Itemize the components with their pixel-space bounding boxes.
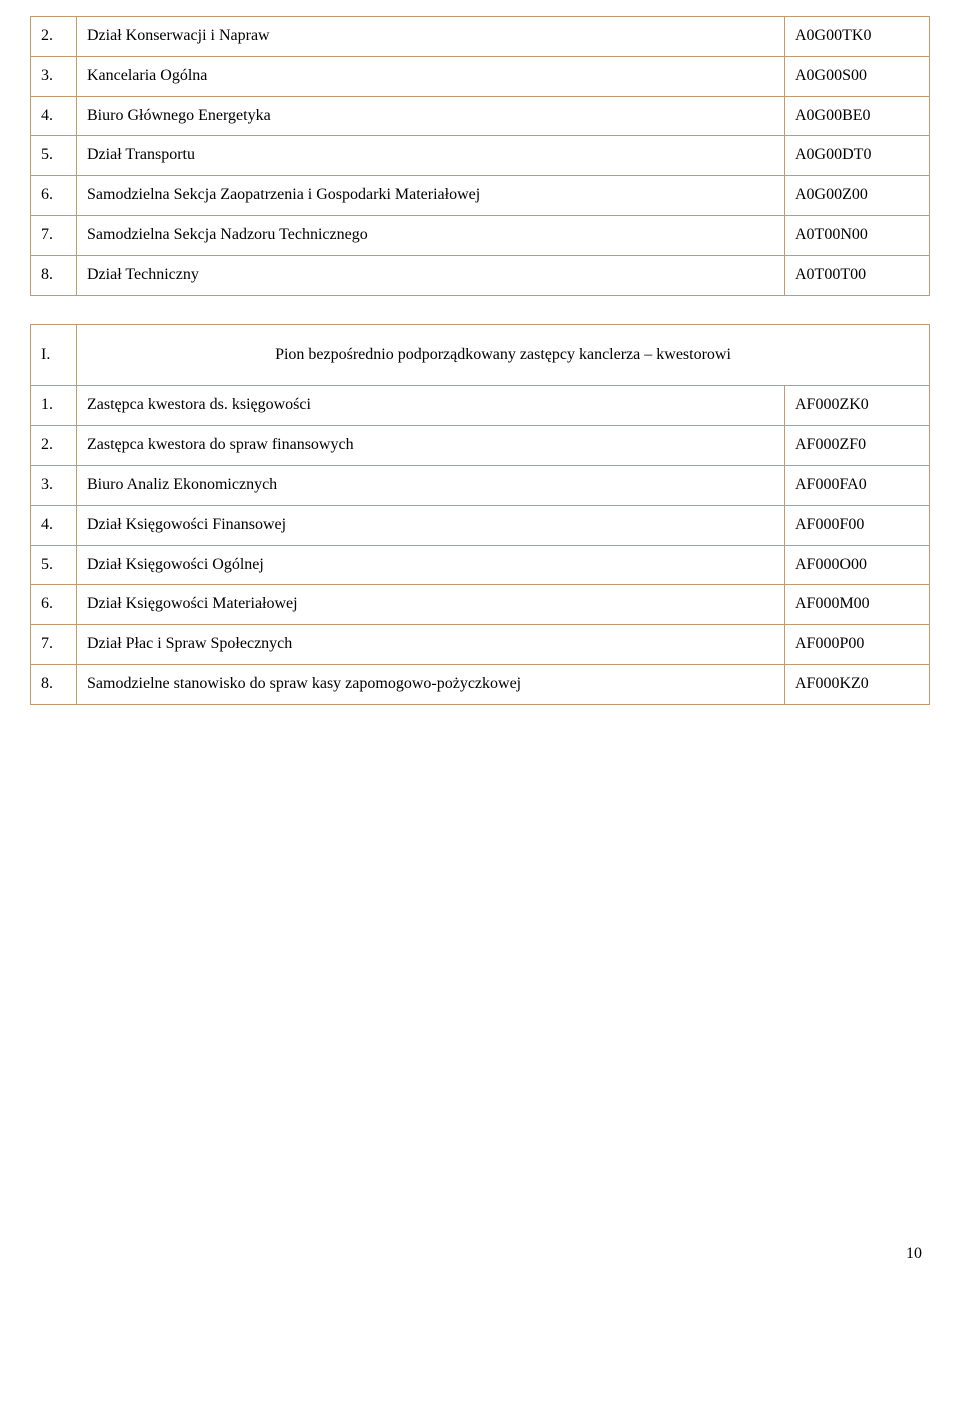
row-label: Dział Księgowości Materiałowej	[77, 585, 785, 625]
table-row: 5. Dział Transportu A0G00DT0	[31, 136, 930, 176]
row-number: 3.	[31, 465, 77, 505]
row-code: AF000ZK0	[785, 386, 930, 426]
row-code: A0G00S00	[785, 56, 930, 96]
table-row: 1. Zastępca kwestora ds. księgowości AF0…	[31, 386, 930, 426]
page-number: 10	[30, 1245, 930, 1263]
table-1: 2. Dział Konserwacji i Napraw A0G00TK0 3…	[30, 16, 930, 296]
row-code: AF000KZ0	[785, 664, 930, 704]
row-code: AF000O00	[785, 545, 930, 585]
section-number: I.	[31, 324, 77, 386]
row-label: Zastępca kwestora do spraw finansowych	[77, 426, 785, 466]
table-row: 7. Samodzielna Sekcja Nadzoru Techniczne…	[31, 215, 930, 255]
section-header-row: I. Pion bezpośrednio podporządkowany zas…	[31, 324, 930, 386]
row-number: 2.	[31, 426, 77, 466]
row-label: Dział Konserwacji i Napraw	[77, 17, 785, 57]
table-row: 5. Dział Księgowości Ogólnej AF000O00	[31, 545, 930, 585]
row-label: Samodzielna Sekcja Zaopatrzenia i Gospod…	[77, 176, 785, 216]
section-title: Pion bezpośrednio podporządkowany zastęp…	[77, 324, 930, 386]
row-label: Dział Transportu	[77, 136, 785, 176]
row-label: Dział Księgowości Ogólnej	[77, 545, 785, 585]
table-2: I. Pion bezpośrednio podporządkowany zas…	[30, 324, 930, 705]
row-number: 1.	[31, 386, 77, 426]
table-row: 2. Dział Konserwacji i Napraw A0G00TK0	[31, 17, 930, 57]
table-row: 2. Zastępca kwestora do spraw finansowyc…	[31, 426, 930, 466]
row-code: A0T00N00	[785, 215, 930, 255]
table-row: 6. Dział Księgowości Materiałowej AF000M…	[31, 585, 930, 625]
table-row: 3. Biuro Analiz Ekonomicznych AF000FA0	[31, 465, 930, 505]
row-label: Samodzielne stanowisko do spraw kasy zap…	[77, 664, 785, 704]
row-code: AF000M00	[785, 585, 930, 625]
row-code: AF000F00	[785, 505, 930, 545]
row-label: Dział Techniczny	[77, 255, 785, 295]
row-number: 8.	[31, 664, 77, 704]
row-code: AF000P00	[785, 625, 930, 665]
row-label: Biuro Analiz Ekonomicznych	[77, 465, 785, 505]
row-number: 2.	[31, 17, 77, 57]
row-label: Kancelaria Ogólna	[77, 56, 785, 96]
row-number: 8.	[31, 255, 77, 295]
table-row: 8. Dział Techniczny A0T00T00	[31, 255, 930, 295]
row-code: AF000ZF0	[785, 426, 930, 466]
row-number: 5.	[31, 545, 77, 585]
row-number: 5.	[31, 136, 77, 176]
row-code: A0G00BE0	[785, 96, 930, 136]
row-number: 4.	[31, 96, 77, 136]
row-number: 7.	[31, 215, 77, 255]
row-code: A0T00T00	[785, 255, 930, 295]
row-label: Biuro Głównego Energetyka	[77, 96, 785, 136]
row-number: 4.	[31, 505, 77, 545]
row-number: 6.	[31, 585, 77, 625]
table-row: 7. Dział Płac i Spraw Społecznych AF000P…	[31, 625, 930, 665]
row-code: A0G00TK0	[785, 17, 930, 57]
table-row: 8. Samodzielne stanowisko do spraw kasy …	[31, 664, 930, 704]
row-number: 6.	[31, 176, 77, 216]
row-code: AF000FA0	[785, 465, 930, 505]
table-row: 4. Dział Księgowości Finansowej AF000F00	[31, 505, 930, 545]
row-label: Zastępca kwestora ds. księgowości	[77, 386, 785, 426]
table-row: 3. Kancelaria Ogólna A0G00S00	[31, 56, 930, 96]
row-label: Samodzielna Sekcja Nadzoru Technicznego	[77, 215, 785, 255]
row-code: A0G00Z00	[785, 176, 930, 216]
table-row: 4. Biuro Głównego Energetyka A0G00BE0	[31, 96, 930, 136]
row-number: 3.	[31, 56, 77, 96]
row-label: Dział Księgowości Finansowej	[77, 505, 785, 545]
row-code: A0G00DT0	[785, 136, 930, 176]
row-number: 7.	[31, 625, 77, 665]
row-label: Dział Płac i Spraw Społecznych	[77, 625, 785, 665]
table-row: 6. Samodzielna Sekcja Zaopatrzenia i Gos…	[31, 176, 930, 216]
